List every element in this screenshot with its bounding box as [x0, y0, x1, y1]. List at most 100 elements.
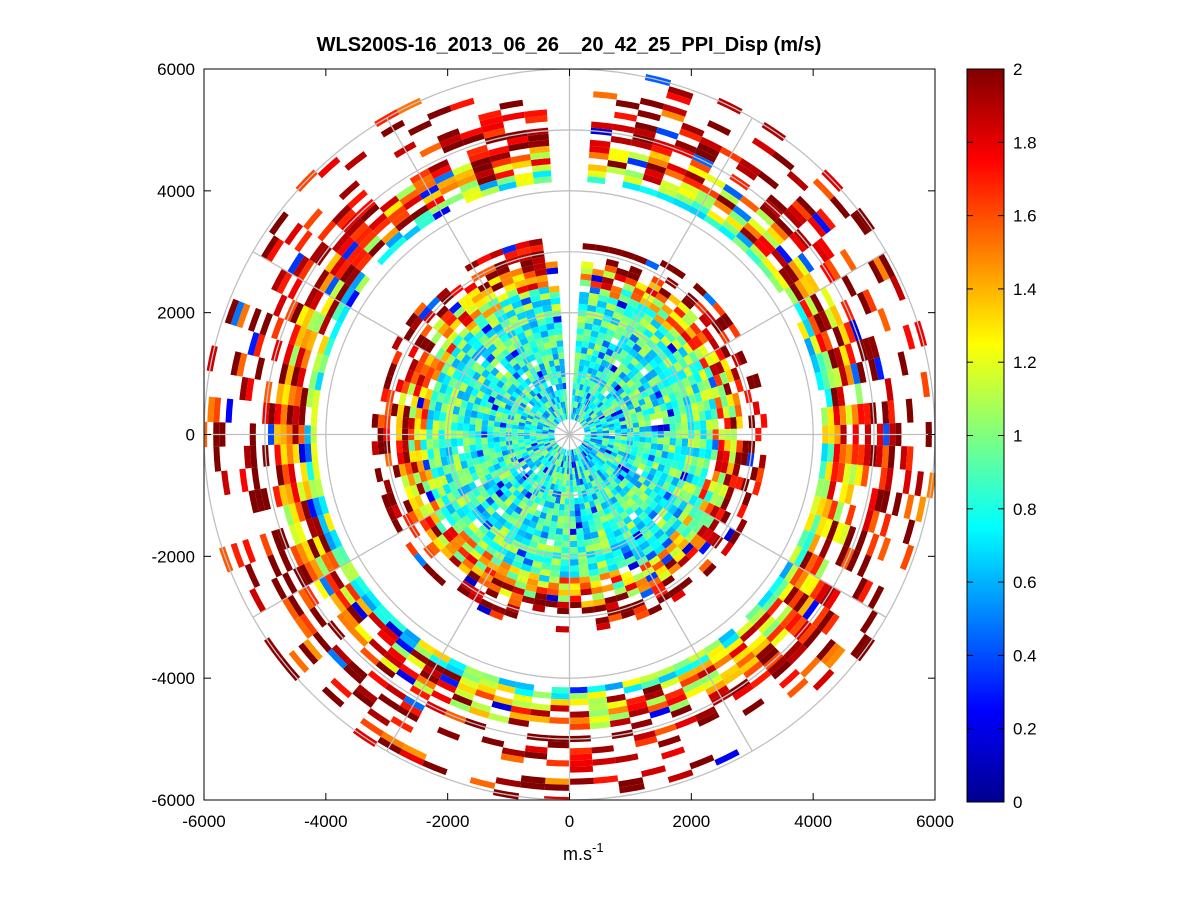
scan-cell [598, 414, 606, 420]
scan-cell [525, 745, 548, 754]
scan-cell [451, 162, 473, 176]
scan-cell [473, 396, 482, 406]
scan-cell [495, 488, 504, 498]
scan-cell [239, 376, 249, 401]
scan-cell [600, 501, 609, 510]
scan-cell [336, 545, 351, 564]
scan-cell [533, 529, 542, 537]
scan-cell [588, 696, 608, 705]
scan-cell [569, 522, 577, 529]
scan-cell [426, 296, 441, 311]
scan-cell [832, 522, 845, 543]
scan-cell [632, 441, 640, 447]
scan-cell [469, 777, 496, 789]
scan-cell [570, 449, 573, 456]
scan-cell [493, 398, 502, 406]
scan-cell [531, 515, 540, 524]
scan-cell [607, 423, 615, 428]
scan-cell [673, 550, 686, 563]
scan-cell [584, 360, 591, 368]
scan-cell [404, 462, 413, 475]
scan-cell [688, 506, 699, 518]
scan-cell [569, 589, 581, 596]
polar-grid [204, 69, 935, 800]
scan-cell [640, 403, 648, 411]
scan-cell [572, 479, 577, 487]
scan-cell [538, 324, 548, 332]
scan-cell [863, 444, 871, 466]
scan-cell [526, 392, 534, 400]
scan-cell [560, 414, 565, 421]
scan-cell [630, 375, 640, 384]
scan-cell [692, 447, 700, 458]
scan-cell [585, 476, 591, 484]
scan-cell [436, 679, 457, 694]
scan-cell [248, 307, 262, 332]
scan-cell [624, 582, 638, 592]
scan-cell [385, 231, 404, 249]
scan-cell [401, 380, 411, 394]
scan-cell [833, 501, 845, 522]
scan-cell [510, 705, 531, 715]
scan-cell [605, 414, 612, 420]
scan-cell [739, 158, 762, 176]
scan-cell [424, 469, 434, 481]
scan-cell [584, 429, 591, 432]
scan-cell [513, 693, 533, 703]
scan-cell [497, 406, 505, 413]
scan-cell [614, 425, 621, 430]
scan-cell [516, 548, 527, 558]
scan-cell [544, 402, 550, 409]
scan-cell [469, 417, 477, 425]
scan-cell [260, 487, 271, 511]
scan-cell [668, 445, 676, 453]
scan-cell [488, 414, 496, 422]
scan-cell [292, 255, 310, 278]
scan-cell [669, 546, 682, 559]
scan-cell [643, 465, 652, 474]
scan-cell [487, 395, 496, 404]
scan-cell [572, 473, 576, 481]
scan-cell [614, 368, 623, 377]
scan-cell [540, 415, 547, 421]
scan-cell [580, 451, 586, 458]
scan-cell [416, 460, 425, 473]
scan-cell [633, 436, 640, 442]
scan-cell [719, 510, 731, 525]
scan-cell [666, 91, 692, 106]
scan-cell [542, 427, 549, 431]
scan-cell [648, 393, 657, 402]
scan-cell [643, 353, 654, 364]
scan-cell [573, 461, 577, 468]
scan-cell [718, 225, 736, 241]
scan-cell [653, 544, 666, 556]
scan-cell [657, 424, 664, 432]
scan-cell [709, 505, 721, 519]
scan-cell [478, 109, 502, 122]
scan-cell [491, 403, 499, 411]
scan-cell [506, 344, 517, 354]
scan-cell [430, 164, 452, 179]
scan-cell [857, 580, 874, 604]
scan-cell [402, 743, 427, 761]
scan-cell [581, 443, 588, 448]
scan-cell [552, 353, 559, 360]
scan-cell [708, 337, 720, 351]
scan-cell [665, 458, 673, 468]
scan-cell [391, 518, 404, 534]
scan-cell [572, 382, 577, 390]
scan-cell [669, 310, 682, 323]
scan-cell [747, 217, 767, 236]
scan-cell [512, 273, 525, 283]
scan-cell [451, 522, 464, 535]
scan-cell [650, 539, 662, 551]
scan-cell [732, 392, 741, 406]
scan-cell [648, 555, 661, 567]
scan-cell [432, 572, 447, 587]
scan-cell [529, 145, 550, 154]
scan-cell [667, 408, 675, 417]
scan-cell [682, 366, 693, 378]
scan-cell [732, 646, 752, 664]
scan-cell [517, 384, 526, 392]
scan-cell [510, 349, 520, 359]
